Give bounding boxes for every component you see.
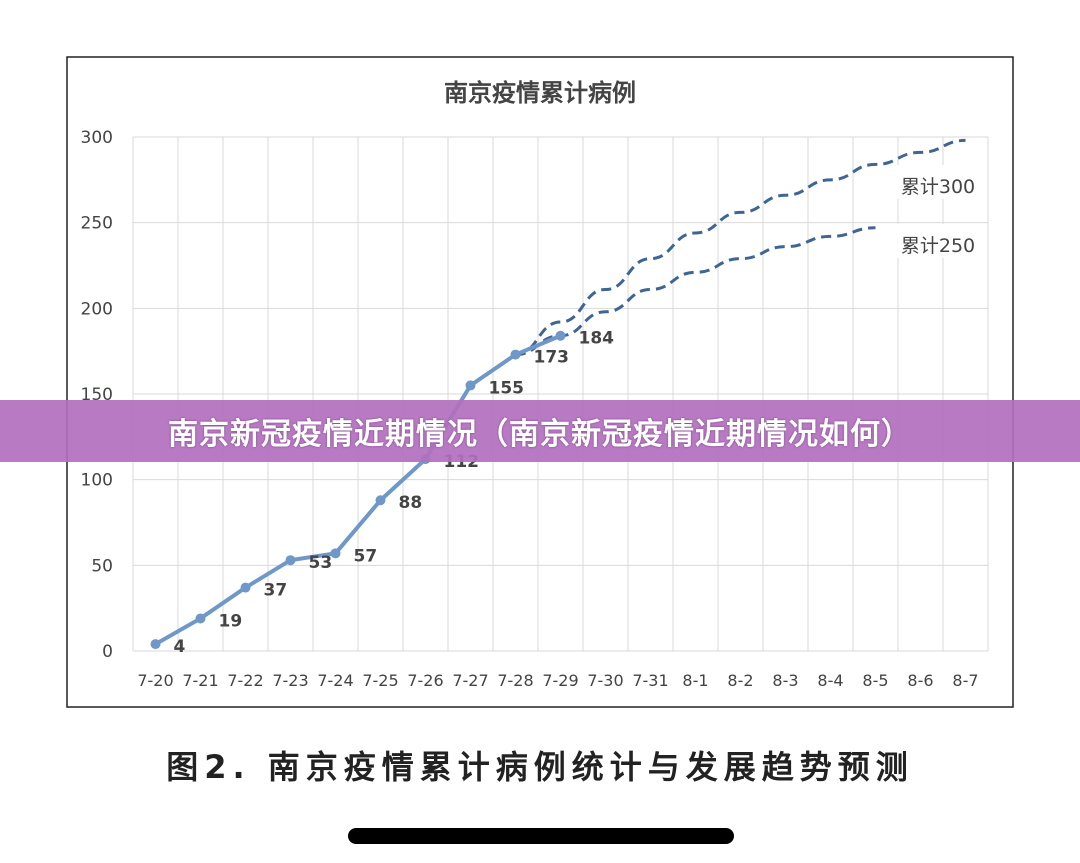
x-tick-label: 7-31 — [632, 671, 668, 690]
title-banner: 南京新冠疫情近期情况（南京新冠疫情近期情况如何） — [0, 400, 1080, 462]
series-label-bg — [890, 165, 986, 199]
y-tick-label: 300 — [81, 128, 113, 148]
chart-title: 南京疫情累计病例 — [444, 79, 636, 107]
scroll-indicator-bar — [348, 828, 734, 844]
data-label: 19 — [219, 611, 243, 631]
data-label: 53 — [309, 553, 333, 573]
x-tick-label: 7-26 — [407, 671, 443, 690]
data-label: 173 — [534, 348, 570, 368]
data-label: 4 — [174, 637, 186, 657]
series-label: 累计250 — [901, 235, 975, 257]
figure-caption: 图2. 南京疫情累计病例统计与发展趋势预测 — [166, 748, 914, 786]
projection-line — [515, 138, 966, 357]
data-point — [555, 330, 566, 341]
x-tick-label: 8-2 — [727, 671, 753, 690]
x-tick-label: 8-6 — [907, 671, 933, 690]
chart-frame — [66, 56, 1014, 708]
data-label: 155 — [489, 378, 525, 398]
x-tick-label: 7-25 — [362, 671, 398, 690]
x-tick-label: 7-22 — [227, 671, 263, 690]
data-label: 57 — [354, 546, 378, 566]
y-tick-label: 200 — [81, 299, 113, 319]
data-point — [330, 548, 341, 559]
x-tick-label: 8-4 — [817, 671, 843, 690]
x-tick-label: 7-29 — [542, 671, 578, 690]
data-point — [375, 495, 386, 506]
x-tick-label: 8-1 — [682, 671, 708, 690]
y-tick-label: 100 — [81, 471, 113, 491]
data-label: 184 — [579, 329, 615, 349]
y-tick-label: 50 — [91, 556, 113, 576]
x-tick-label: 8-7 — [952, 671, 978, 690]
data-point — [285, 555, 296, 566]
x-tick-label: 7-27 — [452, 671, 488, 690]
x-tick-label: 8-5 — [862, 671, 888, 690]
data-point — [465, 380, 476, 391]
projection-line — [515, 226, 876, 357]
data-point — [240, 582, 251, 593]
banner-text: 南京新冠疫情近期情况（南京新冠疫情近期情况如何） — [168, 417, 912, 452]
x-tick-label: 8-3 — [772, 671, 798, 690]
data-point — [150, 639, 161, 650]
series-label-bg — [890, 224, 986, 258]
x-tick-label: 7-21 — [182, 671, 218, 690]
data-label: 37 — [264, 581, 288, 601]
x-tick-label: 7-28 — [497, 671, 533, 690]
data-label: 88 — [399, 493, 423, 513]
data-point — [195, 613, 206, 624]
data-point — [510, 349, 521, 360]
y-tick-label: 0 — [102, 642, 113, 662]
series-label: 累计300 — [901, 176, 975, 198]
x-tick-label: 7-23 — [272, 671, 308, 690]
series-line — [154, 333, 562, 646]
y-tick-label: 250 — [81, 214, 113, 234]
x-tick-label: 7-20 — [137, 671, 173, 690]
x-tick-label: 7-24 — [317, 671, 353, 690]
x-tick-label: 7-30 — [587, 671, 623, 690]
